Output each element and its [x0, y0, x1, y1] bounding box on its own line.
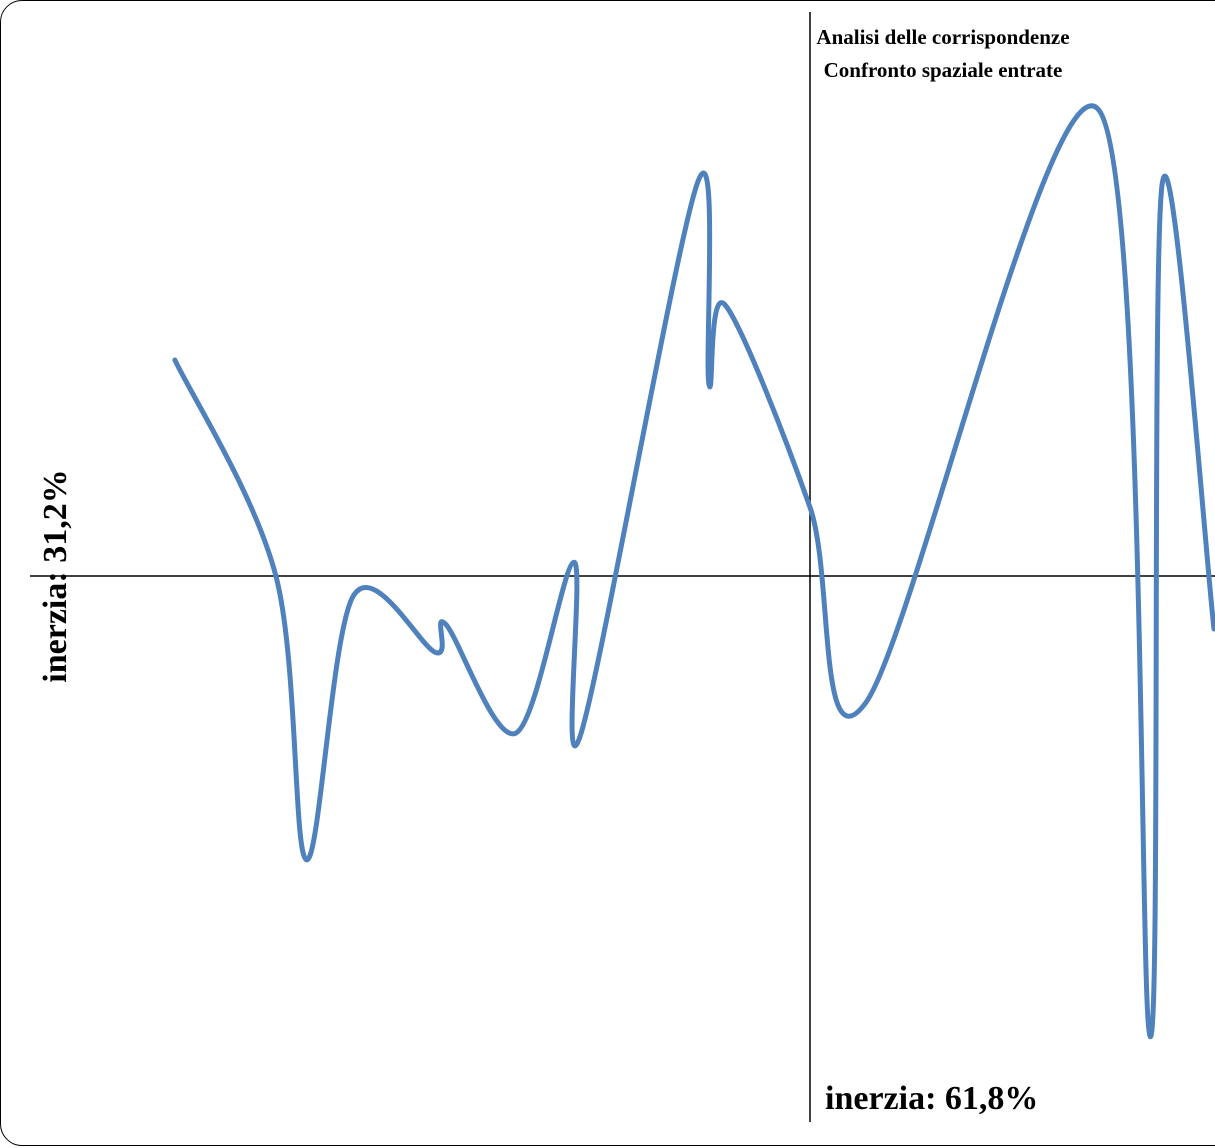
chart-title-line-2: Confronto spaziale entrate [824, 58, 1063, 82]
series-line-0 [172, 103, 1215, 1040]
chart-title-line-1: Analisi delle corrispondenze [816, 25, 1069, 49]
x-axis-label: inerzia: 61,8% [825, 1080, 1038, 1117]
y-axis-label: inerzia: 31,2% [37, 469, 74, 682]
